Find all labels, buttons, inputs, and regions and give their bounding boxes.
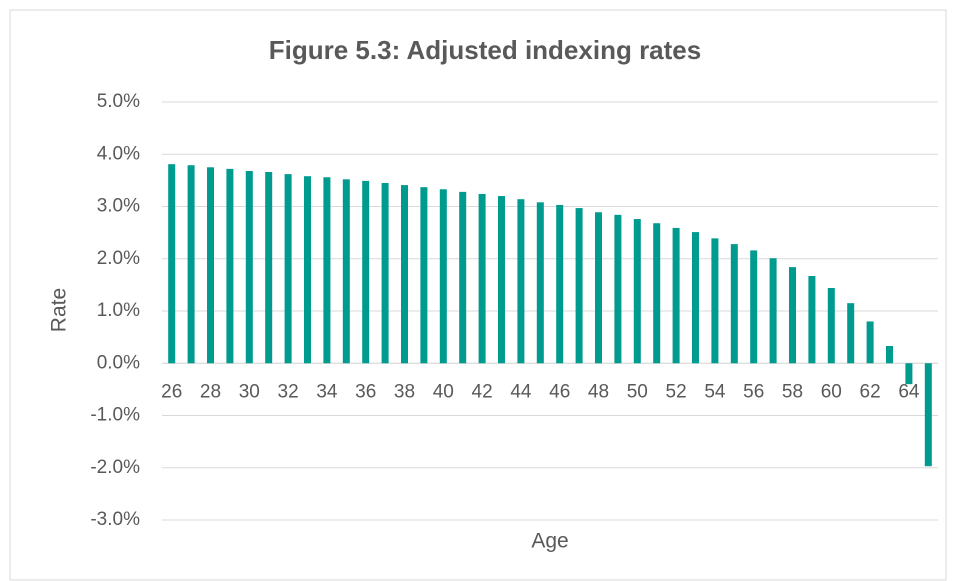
bar xyxy=(187,165,195,364)
x-tick-label: 48 xyxy=(588,381,609,402)
bar xyxy=(575,208,583,364)
y-tick-label: 3.0% xyxy=(97,196,140,217)
x-tick-label: 58 xyxy=(782,381,803,402)
y-tick-label: 1.0% xyxy=(97,300,140,321)
bar xyxy=(342,179,350,364)
x-tick-label: 60 xyxy=(821,381,842,402)
bar xyxy=(362,180,370,364)
x-tick-label: 62 xyxy=(860,381,881,402)
y-tick-label: -1.0% xyxy=(90,405,140,426)
bar xyxy=(168,164,176,364)
x-tick-label: 32 xyxy=(278,381,299,402)
x-axis-label: Age xyxy=(531,530,568,553)
x-tick-label: 56 xyxy=(743,381,764,402)
x-tick-label: 54 xyxy=(704,381,726,402)
bar xyxy=(769,258,777,364)
bar xyxy=(905,363,913,385)
x-tick-label: 46 xyxy=(549,381,570,402)
bar xyxy=(556,204,564,364)
x-tick-label: 26 xyxy=(161,381,182,402)
bar xyxy=(692,232,699,364)
chart-title: Figure 5.3: Adjusted indexing rates xyxy=(269,35,701,65)
x-tick-label: 36 xyxy=(355,381,376,402)
bar xyxy=(827,288,835,364)
x-tick-label: 44 xyxy=(510,381,532,402)
x-tick-label: 50 xyxy=(627,381,648,402)
bar xyxy=(420,187,428,364)
bar xyxy=(653,223,661,364)
x-tick-label: 52 xyxy=(666,381,687,402)
bar xyxy=(808,275,816,364)
y-tick-label: 5.0% xyxy=(97,91,140,112)
y-tick-label: 0.0% xyxy=(97,352,140,373)
bar xyxy=(439,189,447,364)
x-tick-label: 40 xyxy=(433,381,454,402)
bar xyxy=(304,176,311,364)
chart-frame xyxy=(9,9,947,581)
bar xyxy=(381,182,389,364)
bar xyxy=(517,199,525,364)
bar xyxy=(672,227,680,364)
bar xyxy=(226,168,234,364)
y-axis-label: Rate xyxy=(48,288,71,332)
bar xyxy=(265,172,273,364)
bar xyxy=(847,303,855,364)
bar xyxy=(595,212,602,364)
bar xyxy=(245,170,253,364)
bar xyxy=(633,219,641,364)
x-tick-label: 64 xyxy=(898,381,920,402)
bar xyxy=(711,238,719,364)
x-tick-label: 42 xyxy=(472,381,493,402)
x-tick-label: 30 xyxy=(239,381,260,402)
bar xyxy=(207,167,214,364)
x-tick-label: 28 xyxy=(200,381,221,402)
bar xyxy=(498,196,505,364)
bar xyxy=(284,174,292,364)
bar xyxy=(886,346,893,364)
y-tick-label: -3.0% xyxy=(90,509,140,530)
bar xyxy=(924,363,932,467)
bar xyxy=(730,244,738,364)
bar xyxy=(866,321,874,364)
bar xyxy=(478,193,486,364)
x-tick-label: 38 xyxy=(394,381,415,402)
bar xyxy=(750,250,758,364)
bar xyxy=(459,191,467,364)
y-tick-label: -2.0% xyxy=(90,457,140,478)
bar xyxy=(614,214,622,364)
bar xyxy=(401,185,408,364)
y-tick-label: 2.0% xyxy=(97,248,140,269)
bar xyxy=(789,267,796,364)
x-tick-label: 34 xyxy=(316,381,338,402)
bar xyxy=(536,202,544,364)
y-tick-label: 4.0% xyxy=(97,143,140,164)
bar xyxy=(323,177,331,364)
